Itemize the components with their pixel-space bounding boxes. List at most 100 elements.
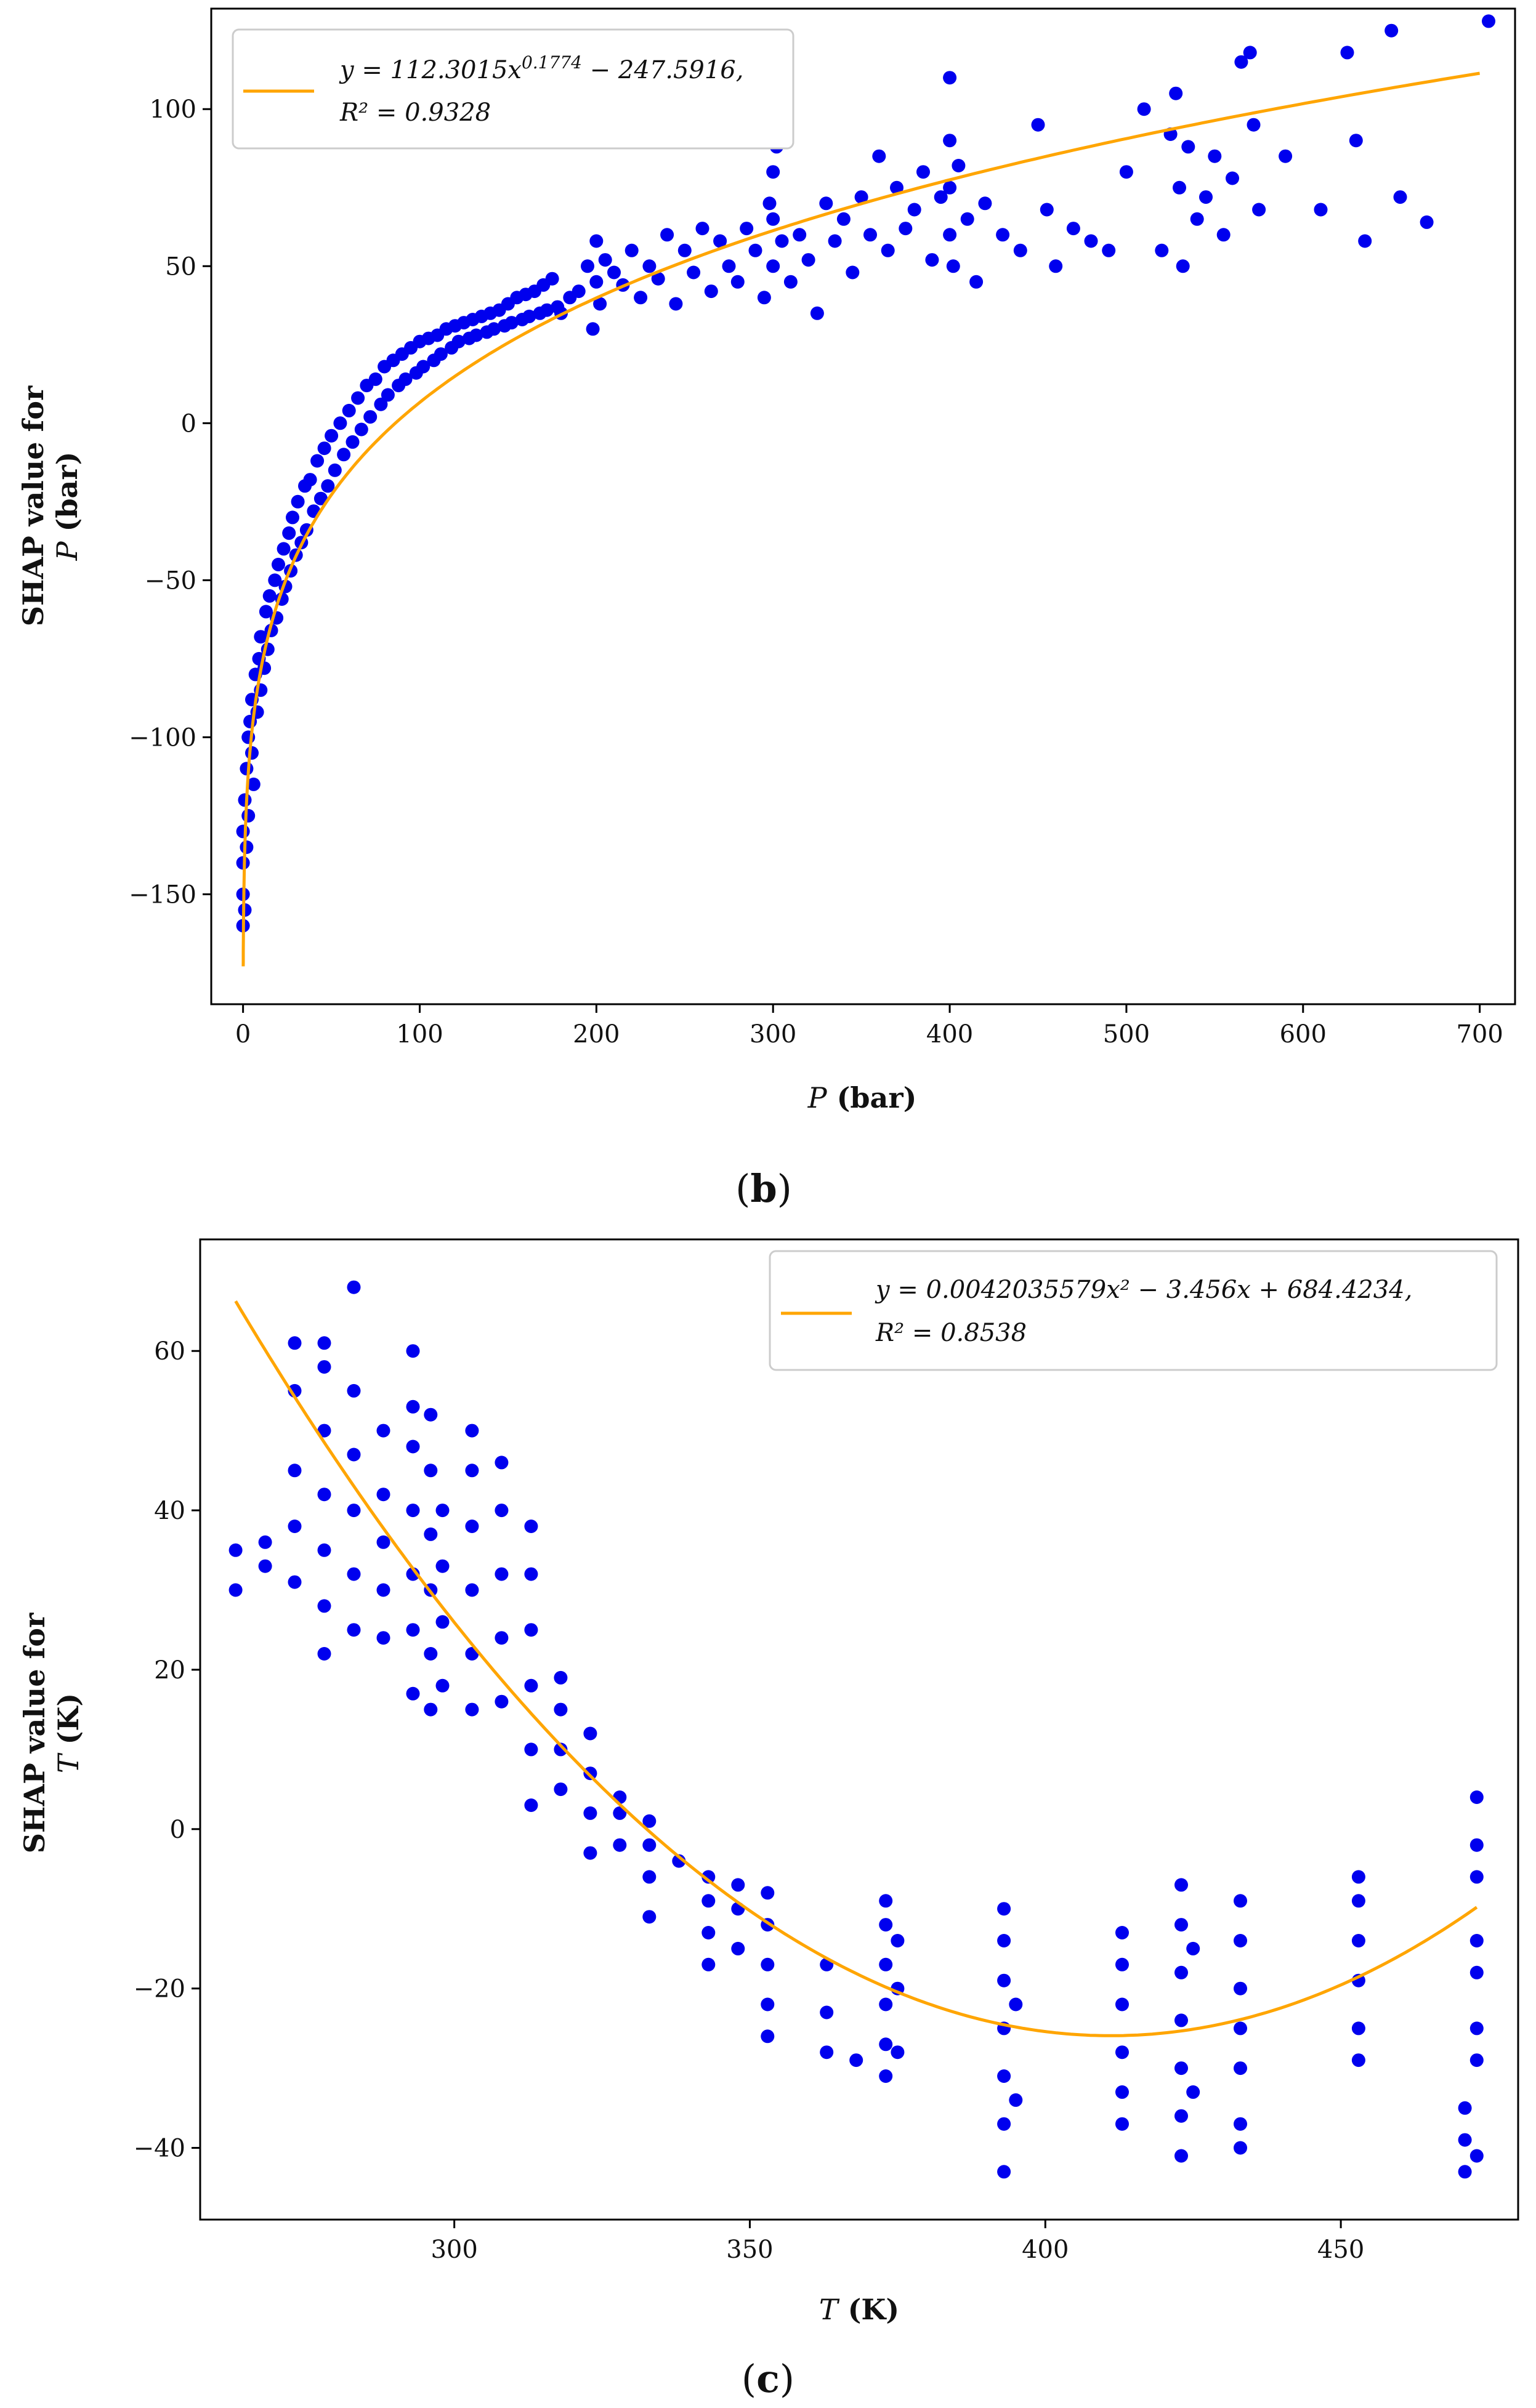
- data-point-b-156: [996, 228, 1010, 242]
- data-point-c-77: [701, 1957, 716, 1971]
- data-point-c-93: [879, 2069, 893, 2083]
- scatter-points-c: [228, 1280, 1484, 2179]
- data-point-b-138: [863, 228, 877, 242]
- data-point-b-154: [969, 275, 984, 289]
- data-point-c-88: [761, 1886, 775, 1900]
- data-point-b-161: [1066, 222, 1080, 236]
- plot-frame-c: [199, 1238, 1519, 2221]
- data-point-c-120: [1174, 2013, 1188, 2027]
- data-point-b-171: [1181, 140, 1195, 154]
- data-point-c-112: [1115, 2085, 1129, 2099]
- x-ticks-c: 300 350 400 450: [430, 2220, 1364, 2264]
- data-point-c-50: [495, 1694, 509, 1709]
- x-tick-label-c-400: 400: [1022, 2236, 1069, 2264]
- data-point-b-102: [589, 275, 604, 289]
- data-point-b-163: [1102, 243, 1116, 257]
- data-point-b-55: [374, 397, 388, 411]
- data-point-b-113: [677, 243, 692, 257]
- data-point-c-69: [613, 1838, 627, 1852]
- data-point-b-105: [607, 265, 621, 280]
- data-point-c-24: [376, 1535, 390, 1549]
- data-point-c-33: [406, 1344, 420, 1358]
- data-point-c-68: [583, 1726, 597, 1741]
- data-point-c-102: [997, 2165, 1011, 2179]
- data-point-c-110: [1009, 1997, 1023, 2011]
- data-point-b-107: [625, 243, 639, 257]
- data-point-b-42: [317, 441, 331, 456]
- x-tick-label-b-0: 0: [235, 1020, 251, 1049]
- data-point-b-109: [642, 259, 657, 273]
- data-point-b-123: [762, 196, 777, 211]
- data-point-b-151: [946, 259, 960, 273]
- data-point-c-139: [1458, 2165, 1472, 2179]
- data-point-c-32: [406, 1399, 420, 1414]
- data-point-b-170: [1176, 259, 1190, 273]
- panel-label-b: (b): [735, 1166, 792, 1211]
- data-point-c-60: [524, 1520, 538, 1533]
- y-tick-label-b--50: −50: [145, 566, 196, 595]
- x-tick-label-c-300: 300: [430, 2236, 477, 2264]
- chart-panel-c: 300 350 400 450 −40 −20 0 20 40 60 y = 0.0042035…: [18, 1238, 1519, 2401]
- legend-line2-c: R² = 0.8538: [875, 1319, 1027, 1347]
- data-point-b-101: [589, 234, 604, 248]
- data-point-b-54: [368, 372, 382, 386]
- data-point-c-3: [258, 1535, 272, 1549]
- data-point-c-44: [465, 1702, 479, 1717]
- data-point-c-104: [997, 2069, 1011, 2083]
- data-point-c-117: [1174, 2149, 1188, 2163]
- data-point-b-94: [545, 272, 559, 286]
- data-point-c-119: [1174, 2061, 1188, 2076]
- data-point-b-43: [321, 479, 335, 493]
- data-point-c-98: [879, 1894, 893, 1908]
- data-point-b-34: [291, 494, 305, 509]
- data-point-c-85: [761, 1997, 775, 2011]
- x-tick-label-b-600: 600: [1280, 1020, 1327, 1049]
- plot-frame-b: [210, 7, 1516, 1005]
- y-axis-label-b-line2: P (bar): [51, 452, 84, 562]
- data-point-b-122: [757, 291, 771, 305]
- data-point-c-30: [406, 1504, 420, 1518]
- data-point-b-124: [766, 165, 780, 179]
- data-point-b-28: [277, 542, 291, 556]
- data-point-b-134: [828, 234, 842, 248]
- data-point-b-146: [934, 190, 948, 204]
- x-tick-label-c-350: 350: [726, 2236, 773, 2264]
- data-point-c-10: [317, 1599, 331, 1613]
- data-point-b-100: [586, 322, 600, 336]
- data-point-c-148: [1469, 1838, 1484, 1852]
- data-point-b-143: [907, 203, 921, 217]
- fit-curve-b: [241, 71, 1481, 967]
- x-tick-label-c-450: 450: [1317, 2236, 1364, 2264]
- data-point-c-5: [288, 1520, 302, 1533]
- data-point-b-141: [890, 180, 903, 195]
- data-point-c-34: [424, 1702, 438, 1717]
- legend-b: y = 112.3015x0.1774 − 247.5916, R² = 0.9…: [232, 28, 794, 150]
- data-point-c-63: [554, 1702, 568, 1717]
- data-point-c-94: [879, 2037, 893, 2052]
- data-point-b-7: [240, 840, 254, 854]
- data-point-c-107: [997, 1934, 1011, 1947]
- x-tick-label-b-500: 500: [1103, 1020, 1150, 1049]
- data-point-c-61: [554, 1782, 568, 1797]
- data-point-b-81: [487, 322, 501, 336]
- data-point-c-147: [1469, 1870, 1484, 1884]
- data-point-b-135: [836, 212, 851, 226]
- data-point-c-137: [1351, 1894, 1365, 1908]
- data-point-c-20: [347, 1383, 361, 1398]
- data-point-b-187: [1393, 190, 1407, 204]
- x-tick-label-b-300: 300: [750, 1020, 796, 1049]
- data-point-b-130: [793, 228, 807, 242]
- data-point-c-0: [228, 1583, 243, 1597]
- data-point-c-114: [1115, 1997, 1129, 2011]
- data-point-b-69: [434, 347, 448, 361]
- data-point-c-103: [997, 2117, 1011, 2131]
- data-point-c-35: [424, 1647, 438, 1661]
- y-axis-label-c-line1: SHAP value for: [18, 1613, 51, 1853]
- data-point-c-13: [317, 1423, 331, 1438]
- data-point-c-25: [376, 1488, 390, 1502]
- legend-line2-b: R² = 0.9328: [339, 99, 491, 127]
- data-point-b-50: [351, 391, 365, 405]
- data-point-c-124: [1186, 2085, 1200, 2099]
- data-point-c-47: [465, 1520, 479, 1533]
- data-point-b-61: [398, 372, 413, 386]
